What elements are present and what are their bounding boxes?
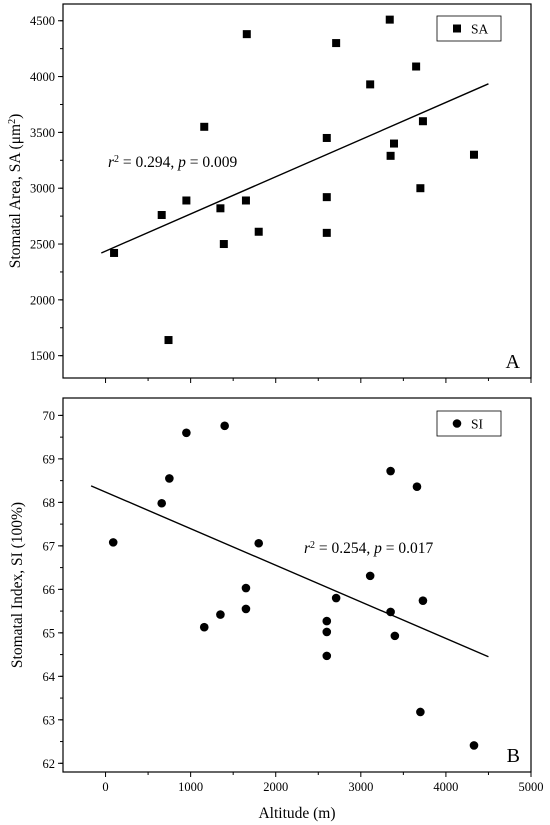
- data-point: [412, 62, 421, 71]
- data-point: [366, 80, 375, 89]
- plot-frame: [62, 397, 532, 773]
- y-tick-label: 4500: [30, 14, 55, 28]
- y-tick-label: 62: [43, 757, 56, 771]
- x-tick-label: 0: [102, 780, 108, 794]
- regression-line: [90, 485, 489, 658]
- legend-label: SI: [471, 417, 484, 432]
- x-tick-label: 5000: [519, 780, 544, 794]
- data-point: [412, 482, 422, 492]
- y-tick-label: 65: [43, 626, 56, 640]
- y-axis-title: Stomatal Index, SI (100%): [9, 502, 26, 668]
- data-point: [469, 741, 479, 750]
- panel-a: 1500 2000 2500 3000 3500 4000 4500 Stomatal Are…: [7, 3, 532, 383]
- regression-line: [101, 83, 489, 254]
- x-tick-label: 1000: [178, 780, 203, 794]
- data-point: [165, 474, 174, 483]
- x-axis-title: Altitude (m): [258, 805, 335, 822]
- data-point: [322, 228, 331, 237]
- y-tick-label: 3000: [30, 182, 55, 196]
- data-point: [182, 428, 191, 438]
- legend-label: SA: [471, 22, 489, 37]
- plot-frame: [62, 3, 532, 379]
- data-point: [390, 631, 400, 641]
- data-point: [332, 39, 341, 48]
- panel-label: A: [506, 351, 521, 373]
- x-tick-label: 2000: [263, 780, 288, 794]
- x-tick-label: 4000: [433, 780, 458, 794]
- y-tick-label: 70: [43, 409, 56, 423]
- regression-annotation: r2 = 0.254, p = 0.017: [304, 540, 434, 558]
- data-point: [331, 593, 341, 603]
- y-tick-label: 4000: [30, 70, 55, 84]
- data-point: [322, 651, 332, 661]
- data-point: [241, 583, 251, 593]
- legend: SA: [436, 15, 502, 42]
- data-point: [200, 122, 209, 131]
- y-tick-label: 2500: [30, 238, 55, 252]
- data-point: [469, 150, 478, 159]
- data-point: [416, 184, 425, 193]
- data-point: [390, 139, 399, 148]
- data-point: [386, 607, 395, 617]
- data-point: [418, 117, 427, 126]
- data-point: [110, 248, 119, 257]
- data-point: [418, 596, 428, 605]
- y-tick-label: 69: [43, 452, 56, 466]
- data-point: [254, 227, 263, 236]
- data-point: [164, 336, 173, 345]
- data-point: [385, 15, 394, 24]
- legend: SI: [436, 410, 502, 437]
- y-tick-label: 64: [43, 670, 56, 684]
- data-point: [219, 240, 228, 249]
- y-tick-label: 67: [43, 539, 56, 553]
- data-point: [322, 193, 331, 202]
- x-tick-label: 3000: [348, 780, 373, 794]
- data-point: [416, 707, 425, 717]
- data-point: [216, 610, 225, 619]
- data-point: [157, 211, 166, 220]
- data-point: [241, 604, 251, 614]
- y-tick-label: 2000: [30, 293, 55, 307]
- data-point: [322, 627, 332, 637]
- data-point: [241, 196, 250, 205]
- y-tick-label: 68: [43, 496, 56, 510]
- data-point: [365, 571, 375, 581]
- y-axis-title: Stomatal Area, SA (μm2): [7, 114, 25, 269]
- panel-b: 0 1000 2000 3000 4000 5000 62 63 64 65 66 67 68 69 70 S…: [9, 397, 544, 822]
- legend-box: [436, 410, 502, 437]
- y-tick-label: 63: [43, 713, 56, 727]
- data-point: [108, 538, 118, 547]
- data-point: [242, 30, 251, 39]
- regression-annotation: r2 = 0.294, p = 0.009: [108, 154, 238, 172]
- data-point: [216, 204, 225, 213]
- data-point: [199, 622, 209, 632]
- y-tick-label: 1500: [30, 349, 55, 363]
- data-point: [386, 151, 395, 160]
- data-point: [220, 421, 229, 431]
- data-point: [322, 133, 331, 142]
- data-point: [386, 466, 395, 476]
- legend-box: [436, 15, 502, 42]
- data-point: [322, 616, 332, 626]
- legend-marker: [453, 24, 461, 33]
- panel-label: B: [507, 745, 520, 767]
- y-tick-label: 3500: [30, 126, 55, 140]
- data-point: [254, 538, 264, 548]
- data-point: [157, 498, 167, 508]
- data-point: [182, 196, 191, 205]
- y-tick-label: 66: [43, 583, 56, 597]
- legend-marker: [452, 419, 462, 428]
